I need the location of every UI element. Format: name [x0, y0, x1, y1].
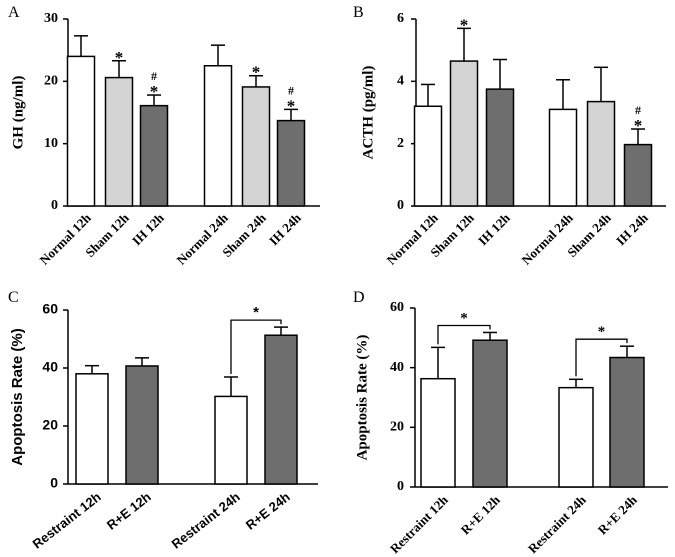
x-tick-label: Restraint 24h — [525, 492, 590, 557]
y-tick-label: 60 — [42, 301, 58, 317]
y-tick-label: 20 — [390, 420, 404, 435]
bar — [264, 334, 298, 485]
y-tick-label: 20 — [42, 417, 58, 433]
x-tick-label: Restraint 12h — [30, 489, 104, 552]
significance-mark: # — [288, 83, 294, 97]
y-axis-label: GH (ng/ml) — [10, 76, 26, 150]
y-tick-label: 30 — [44, 11, 58, 26]
significance-mark: * — [252, 63, 261, 82]
y-tick-label: 4 — [397, 74, 404, 89]
y-tick-label: 0 — [397, 479, 404, 494]
bar — [75, 373, 109, 485]
comparison-bracket — [575, 338, 628, 377]
bar — [203, 65, 233, 207]
y-tick-label: 10 — [44, 136, 58, 151]
bar — [276, 119, 306, 207]
significance-mark: # — [151, 69, 157, 83]
x-tick-label: Normal 24h — [174, 210, 232, 268]
bar — [548, 108, 578, 207]
y-tick-label: 20 — [44, 74, 58, 89]
significance-mark: # — [635, 103, 641, 117]
bar — [125, 365, 159, 485]
bracket-significance-mark: * — [598, 324, 606, 340]
significance-mark: * — [460, 15, 469, 34]
y-axis-label: Apoptosis Rate (%) — [9, 328, 26, 466]
bar — [586, 100, 616, 207]
x-tick-label: Normal 12h — [384, 210, 442, 268]
bar — [449, 60, 479, 207]
bracket-significance-mark: * — [253, 304, 259, 321]
y-tick-label: 0 — [397, 198, 404, 213]
y-tick-label: 6 — [397, 11, 404, 26]
panel-letter: C — [8, 289, 19, 306]
bar — [139, 104, 169, 207]
panel-letter: B — [353, 4, 364, 21]
y-axis-label: Apoptosis Rate (%) — [354, 335, 370, 461]
bar — [609, 356, 645, 488]
bar — [485, 88, 515, 207]
y-tick-label: 40 — [42, 359, 58, 375]
bar — [241, 86, 271, 207]
panel-letter: D — [353, 289, 365, 306]
y-tick-label: 0 — [51, 198, 58, 213]
x-tick-label: IH 24h — [266, 210, 304, 248]
bar — [623, 143, 653, 207]
x-tick-label: IH 12h — [475, 210, 513, 248]
bar — [472, 339, 508, 488]
x-tick-label: IH 24h — [613, 210, 651, 248]
x-tick-label: R+E 24h — [243, 489, 293, 533]
x-tick-label: Restraint 24h — [169, 489, 243, 552]
bar — [66, 55, 96, 207]
y-tick-label: 40 — [390, 360, 404, 375]
comparison-bracket — [230, 319, 282, 374]
x-tick-label: Restraint 12h — [387, 492, 452, 557]
x-tick-label: Normal 24h — [519, 210, 577, 268]
bar — [104, 76, 134, 207]
significance-mark: * — [634, 116, 643, 135]
y-tick-label: 0 — [50, 475, 58, 491]
significance-mark: * — [287, 96, 296, 115]
bar — [413, 105, 443, 207]
y-axis-label: ACTH (pg/ml) — [360, 66, 376, 160]
x-tick-label: Normal 12h — [37, 210, 95, 268]
x-tick-label: R+E 12h — [458, 492, 504, 538]
bar — [420, 377, 456, 488]
significance-mark: * — [150, 82, 159, 101]
panel-letter: A — [8, 4, 20, 21]
x-tick-label: IH 12h — [129, 210, 167, 248]
significance-mark: * — [115, 48, 124, 67]
bar — [558, 386, 594, 488]
bar — [214, 395, 248, 485]
comparison-bracket — [437, 324, 491, 345]
bracket-significance-mark: * — [460, 310, 468, 326]
y-tick-label: 2 — [397, 136, 404, 151]
y-tick-label: 60 — [390, 300, 404, 315]
x-tick-label: R+E 24h — [595, 492, 641, 538]
x-tick-label: R+E 12h — [104, 489, 154, 533]
